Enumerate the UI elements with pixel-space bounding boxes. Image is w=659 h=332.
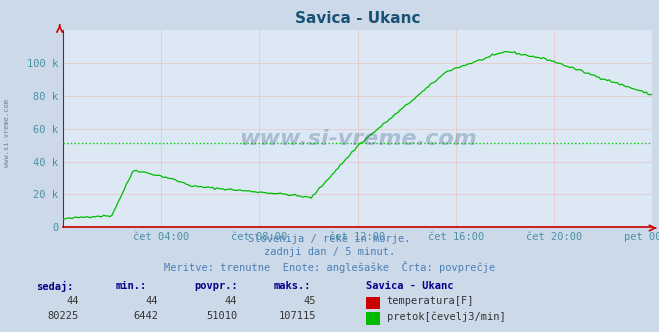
Text: 107115: 107115 xyxy=(279,311,316,321)
Text: povpr.:: povpr.: xyxy=(194,281,238,290)
Text: 45: 45 xyxy=(304,296,316,306)
Text: maks.:: maks.: xyxy=(273,281,311,290)
Text: Meritve: trenutne  Enote: anglešaške  Črta: povprečje: Meritve: trenutne Enote: anglešaške Črta… xyxy=(164,261,495,273)
Text: 6442: 6442 xyxy=(133,311,158,321)
Text: zadnji dan / 5 minut.: zadnji dan / 5 minut. xyxy=(264,247,395,257)
Text: 44: 44 xyxy=(225,296,237,306)
Text: Slovenija / reke in morje.: Slovenija / reke in morje. xyxy=(248,234,411,244)
Text: 44: 44 xyxy=(146,296,158,306)
Text: pretok[čevelj3/min]: pretok[čevelj3/min] xyxy=(387,311,505,322)
Text: 51010: 51010 xyxy=(206,311,237,321)
Text: Savica - Ukanc: Savica - Ukanc xyxy=(366,281,453,290)
Text: temperatura[F]: temperatura[F] xyxy=(387,296,474,306)
Text: sedaj:: sedaj: xyxy=(36,281,74,291)
Text: 80225: 80225 xyxy=(48,311,79,321)
Text: 44: 44 xyxy=(67,296,79,306)
Text: www.si-vreme.com: www.si-vreme.com xyxy=(239,128,476,148)
Text: www.si-vreme.com: www.si-vreme.com xyxy=(3,99,10,167)
Title: Savica - Ukanc: Savica - Ukanc xyxy=(295,11,420,26)
Text: min.:: min.: xyxy=(115,281,146,290)
